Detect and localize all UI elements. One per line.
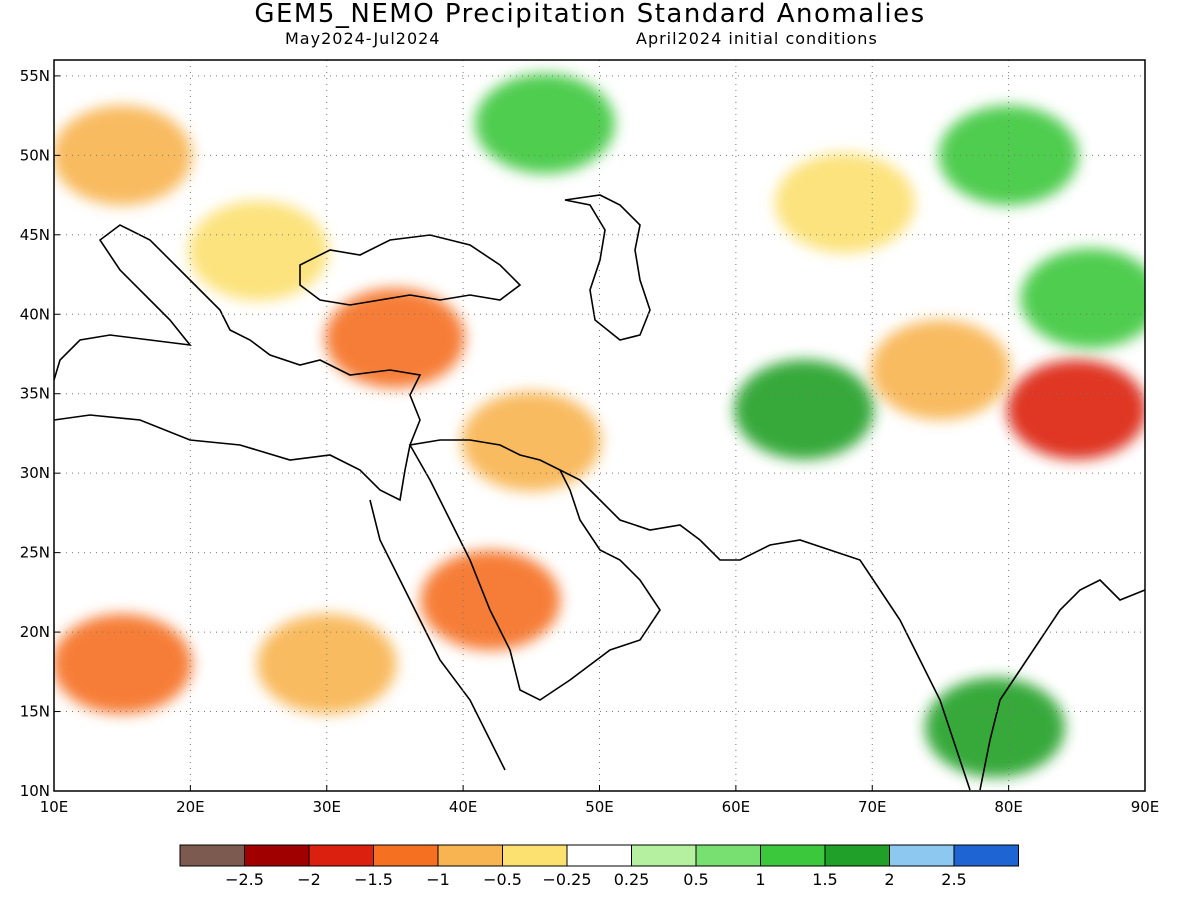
anomaly-region [461,391,602,492]
y-tick-label: 20N [20,623,50,641]
colorbar-label: −2.5 [225,870,264,889]
coastlines-borders [54,194,1145,791]
initial-conditions: April2024 initial conditions [636,29,878,48]
colorbar-label: 0.25 [613,870,650,889]
colorbar-swatch [437,844,503,867]
colorbar-swatch [760,844,826,867]
x-tick-label: 60E [722,798,751,816]
colorbar-label: −0.5 [483,870,522,889]
anomaly-region [1020,248,1145,349]
colorbar-swatch [566,844,632,867]
x-tick-label: 20E [176,798,205,816]
colorbar-label: 2.5 [941,870,967,889]
x-tick-label: 40E [449,798,478,816]
y-tick-label: 40N [20,305,50,323]
y-tick-label: 25N [20,544,50,562]
x-tick-label: 90E [1131,798,1160,816]
colorbar-label: 1.5 [812,870,838,889]
colorbar-swatch [373,844,439,867]
y-tick-label: 45N [20,226,50,244]
anomaly-region [188,200,329,301]
anomaly-region [774,153,915,254]
anomaly-region [870,319,1011,420]
x-tick-label: 50E [585,798,614,816]
y-tick-label: 30N [20,464,50,482]
y-tick-label: 55N [20,67,50,85]
x-tick-label: 70E [858,798,887,816]
colorbar-swatch [244,844,310,867]
colorbar-label: 2 [884,870,895,889]
y-tick-label: 15N [20,703,50,721]
forecast-period: May2024-Jul2024 [285,29,441,48]
longitude-axis: 10E 20E 30E 40E 50E 60E 70E 80E 90E [40,785,1160,816]
colorbar-label: 1 [755,870,766,889]
y-tick-label: 10N [20,782,50,800]
map-title: GEM5_NEMO Precipitation Standard Anomali… [254,0,926,29]
colorbar-label: −0.25 [542,870,592,889]
anomaly-region [420,550,561,651]
colorbar-label: −2 [297,870,321,889]
anomaly-region [54,105,193,206]
colorbar-swatch [824,844,890,867]
anomaly-region [474,73,615,174]
colorbar-swatch [179,844,245,867]
x-tick-label: 80E [994,798,1023,816]
anomaly-field [54,73,1145,778]
anomaly-region [734,359,875,460]
colorbar-label: −1.5 [354,870,393,889]
colorbar-swatch [631,844,697,867]
anomaly-region [1006,359,1145,460]
y-tick-label: 35N [20,385,50,403]
colorbar-swatch [502,844,568,867]
latitude-axis: 10N 15N 20N 25N 30N 35N 40N 45N 50N 55N [20,67,60,800]
colorbar-swatch [695,844,761,867]
colorbar [179,844,1019,867]
anomaly-region [924,677,1065,778]
colorbar-swatch [953,844,1019,867]
x-tick-label: 30E [312,798,341,816]
x-tick-label: 10E [40,798,69,816]
y-tick-label: 50N [20,146,50,164]
anomaly-region [54,613,193,714]
colorbar-swatch [889,844,955,867]
colorbar-label: −1 [426,870,450,889]
colorbar-label: 0.5 [683,870,709,889]
anomaly-region [256,613,397,714]
anomaly-region [324,288,465,389]
colorbar-swatch [308,844,374,867]
